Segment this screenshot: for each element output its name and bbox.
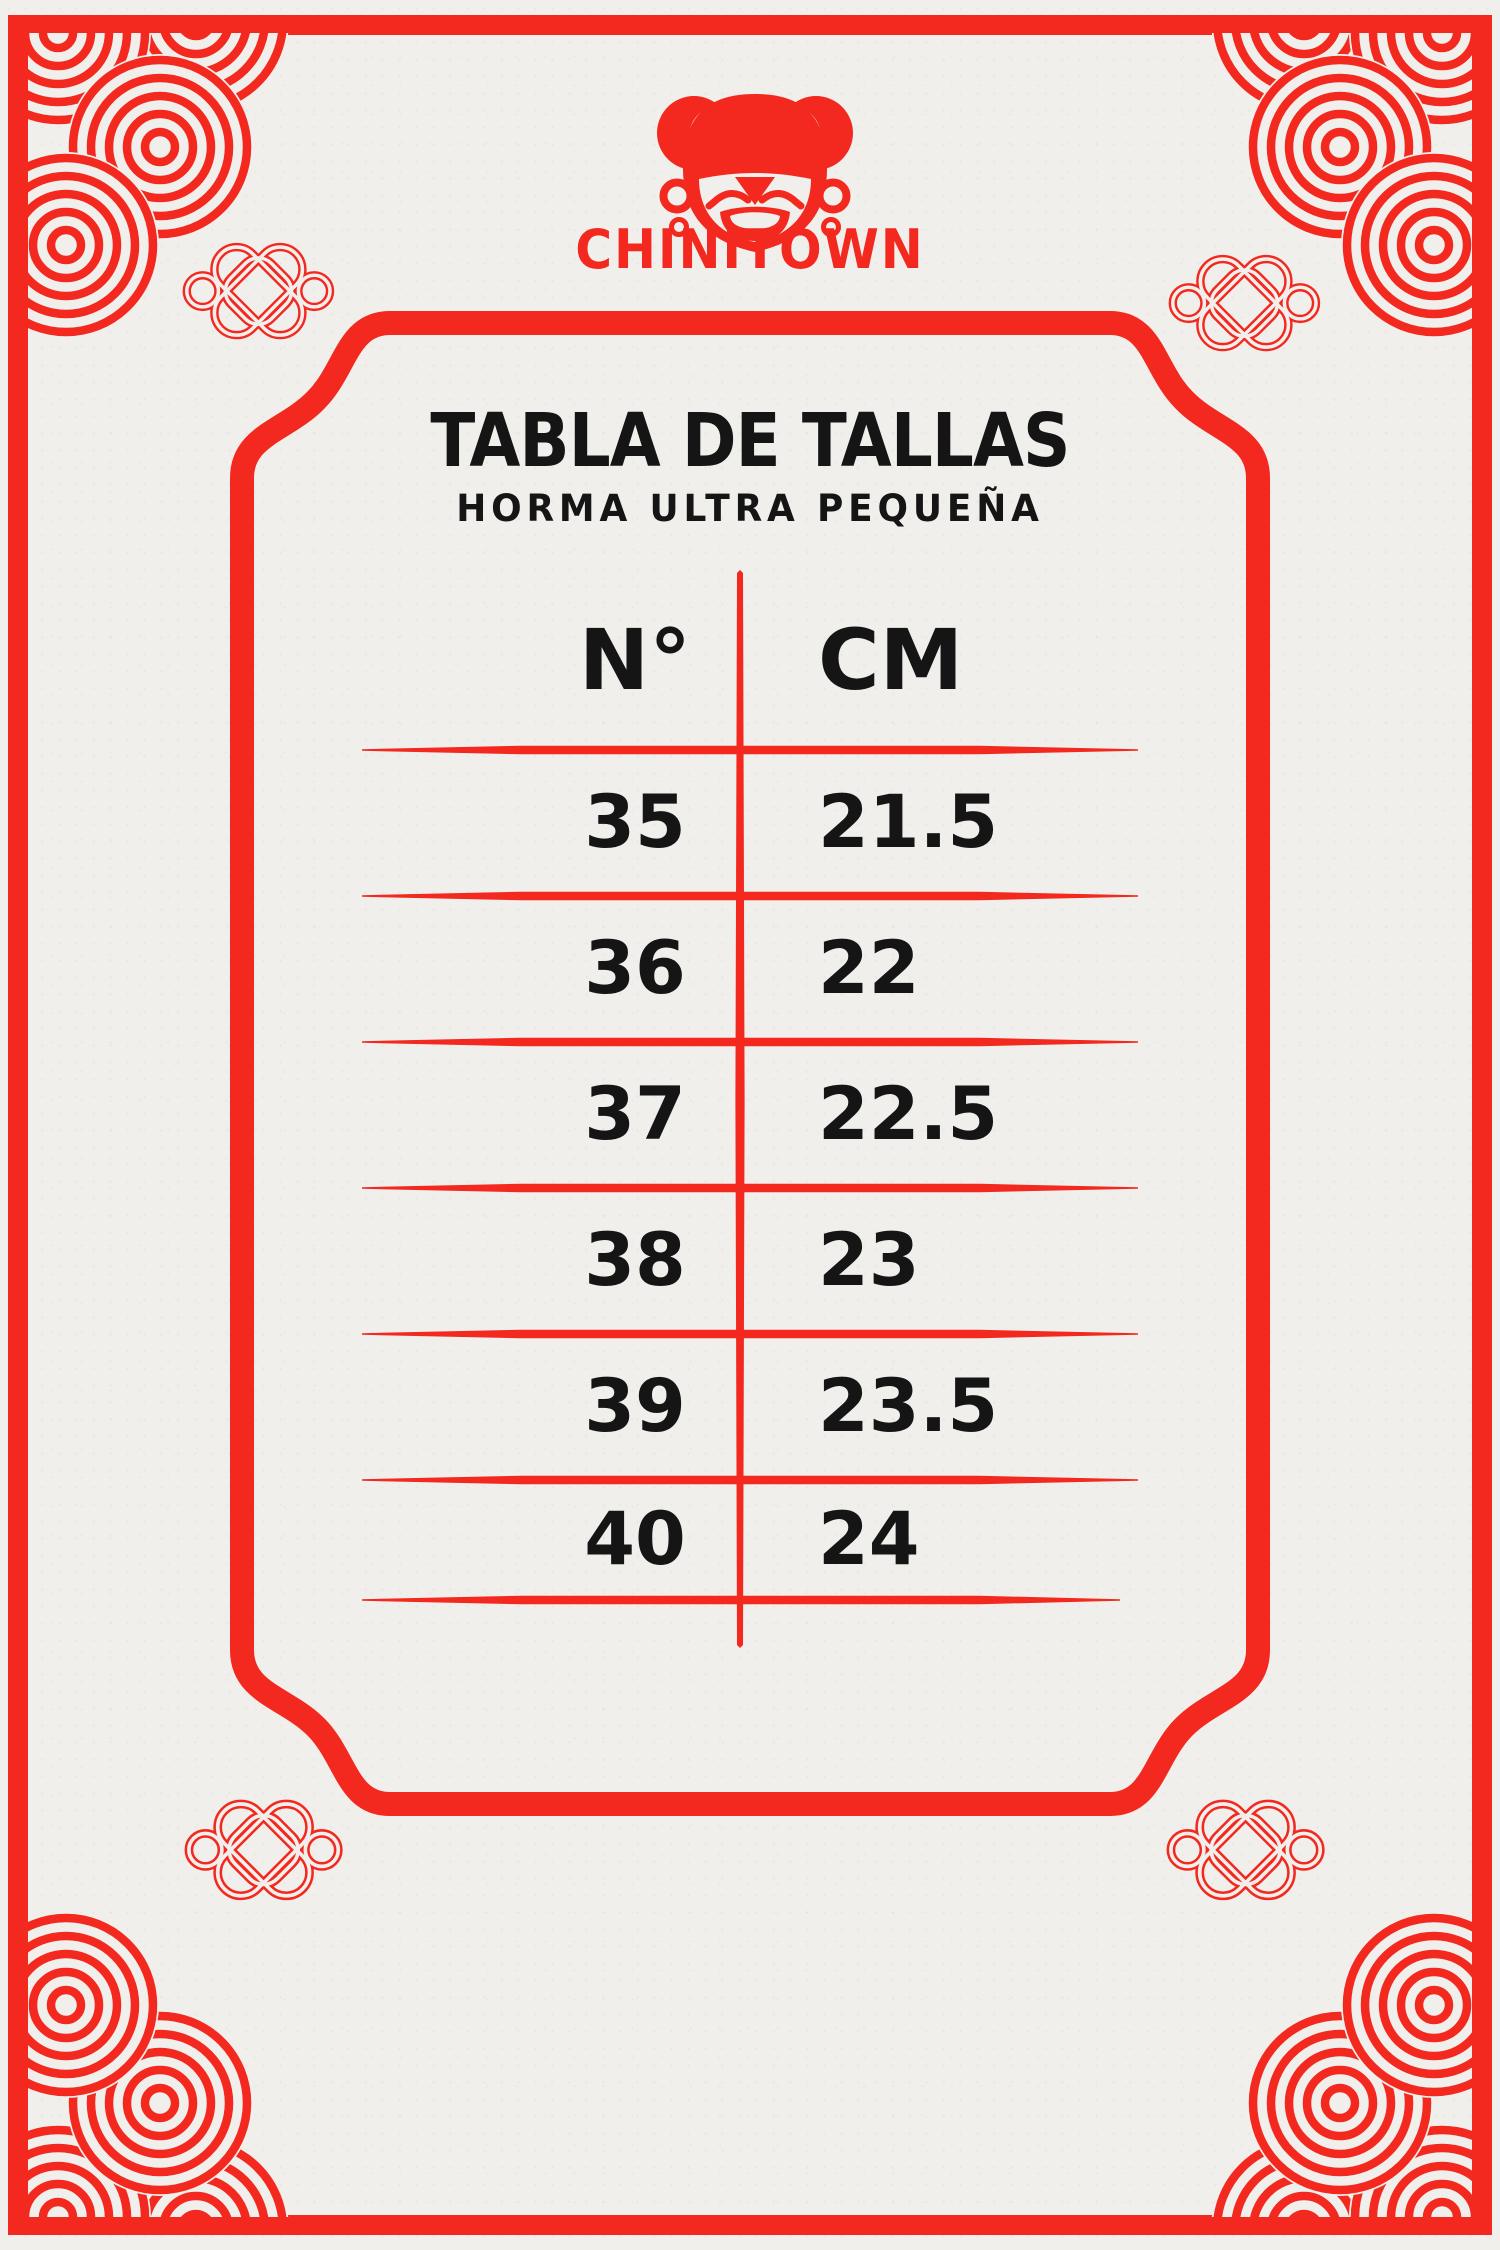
size-cell: 39: [584, 1364, 686, 1449]
cm-cell: 23.5: [818, 1364, 999, 1449]
row-line: [362, 1037, 1138, 1047]
row-line: [362, 1329, 1138, 1339]
table-rule-lines: [362, 570, 1138, 1648]
row-line: [362, 1475, 1138, 1485]
cloud-waves-icon: [0, 1912, 289, 2250]
table-row: 38 23: [0, 1206, 1500, 1316]
row-line: [362, 745, 1138, 755]
table-header-row: N° CM: [0, 605, 1500, 715]
cm-cell: 23: [818, 1218, 920, 1303]
girl-face-logo-icon: [657, 94, 853, 252]
table-row: 40 24: [0, 1485, 1500, 1595]
table-row: 36 22: [0, 914, 1500, 1024]
page-border: [8, 15, 1492, 2235]
size-cell: 38: [584, 1218, 686, 1303]
page-title: TABLA DE TALLAS: [430, 398, 1070, 484]
brand-logo-text: CHINITOWN: [575, 218, 925, 281]
column-header-cm: CM: [818, 611, 964, 709]
column-divider-line: [735, 570, 745, 1648]
cm-cell: 24: [818, 1497, 920, 1582]
cloud-waves-icon: [1211, 1912, 1500, 2250]
column-header-number: N°: [578, 611, 692, 709]
size-cell: 37: [584, 1072, 686, 1157]
plaque-frame: [230, 311, 1270, 1816]
size-cell: 40: [584, 1497, 686, 1582]
row-line: [362, 1183, 1138, 1193]
table-row: 37 22.5: [0, 1060, 1500, 1170]
cm-cell: 22.5: [818, 1072, 999, 1157]
endless-knot-icon: [189, 1794, 338, 1905]
table-row: 39 23.5: [0, 1352, 1500, 1462]
table-row: 35 21.5: [0, 768, 1500, 878]
cloud-waves-icon: [0, 0, 289, 338]
size-cell: 36: [584, 926, 686, 1011]
size-cell: 35: [584, 780, 686, 865]
row-line: [362, 1595, 1120, 1605]
endless-knot-icon: [1171, 1794, 1320, 1905]
cm-cell: 22: [818, 926, 920, 1011]
cm-cell: 21.5: [818, 780, 999, 865]
row-line: [362, 891, 1138, 901]
page-subtitle: HORMA ULTRA PEQUEÑA: [456, 487, 1044, 530]
